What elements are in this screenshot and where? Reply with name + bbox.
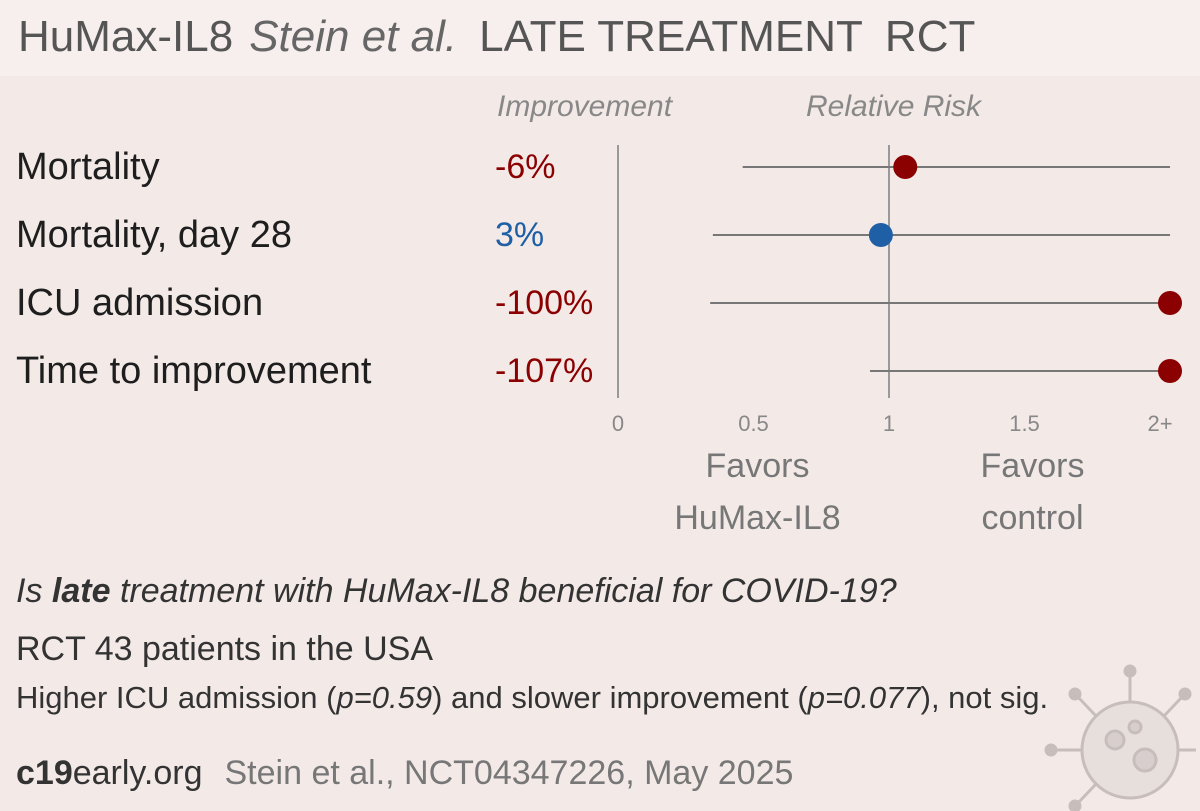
improvement-column-header: Improvement [497, 90, 673, 123]
x-tick-label: 0.5 [738, 411, 769, 436]
footer: c19early.org Stein et al., NCT04347226, M… [16, 754, 793, 793]
title-drug: HuMax-IL8 [18, 12, 234, 61]
favors-treatment-label: Favors HuMax-IL8 [650, 440, 865, 544]
outcome-label-mortality-day-28: Mortality, day 28 [16, 214, 292, 256]
forest-plot: 0 0.5 1 1.5 2+ [612, 145, 1182, 436]
title-authors: Stein et al. [249, 12, 458, 61]
page-title: HuMax-IL8 Stein et al. LATE TREATMENT RCT [18, 12, 975, 62]
x-tick-label: 1.5 [1009, 411, 1040, 436]
outcome-label-icu-admission: ICU admission [16, 282, 264, 324]
question-post: treatment with HuMax-IL8 beneficial for … [110, 572, 897, 610]
point-estimate [1158, 291, 1182, 315]
result-p-value-2: p=0.077 [807, 680, 921, 715]
title-bar [0, 0, 1200, 76]
title-design: RCT [884, 12, 976, 61]
favors-treatment-line-1: Favors [705, 447, 810, 485]
improvement-value-mortality-day-28: 3% [495, 216, 545, 254]
study-design-line: RCT 43 patients in the USA [16, 630, 434, 668]
x-tick-label: 2+ [1147, 411, 1172, 436]
outcome-label-mortality: Mortality [16, 146, 160, 188]
improvement-value-mortality: -6% [495, 148, 556, 186]
favors-control-line-1: Favors [980, 447, 1085, 485]
summary-question: Is late treatment with HuMax-IL8 benefic… [16, 572, 897, 611]
result-part-c: ), not sig. [920, 680, 1049, 715]
outcome-label-time-to-improvement: Time to improvement [16, 350, 372, 392]
favors-control-line-2: control [981, 499, 1084, 537]
x-tick-label: 1 [883, 411, 895, 436]
title-stage: LATE TREATMENT [479, 12, 863, 61]
result-line: Higher ICU admission (p=0.59) and slower… [16, 680, 1048, 716]
result-p-value-1: p=0.59 [336, 680, 433, 715]
question-bold: late [51, 572, 111, 610]
question-pre: Is [16, 572, 52, 610]
favors-treatment-line-2: HuMax-IL8 [674, 499, 841, 537]
point-estimate [868, 223, 893, 247]
result-part-a: Higher ICU admission ( [16, 680, 337, 715]
virus-icon [1044, 664, 1196, 811]
x-tick-label: 0 [612, 411, 624, 436]
site-name-rest[interactable]: early.org [72, 754, 203, 792]
point-estimate [1158, 359, 1182, 383]
site-name-bold[interactable]: c19 [16, 754, 73, 792]
point-estimate [893, 155, 918, 179]
relative-risk-column-header: Relative Risk [806, 90, 982, 123]
favors-control-label: Favors control [930, 440, 1135, 544]
citation: Stein et al., NCT04347226, May 2025 [224, 754, 794, 792]
improvement-value-time-to-improvement: -107% [495, 352, 594, 390]
improvement-value-icu-admission: -100% [495, 284, 594, 322]
result-part-b: ) and slower improvement ( [432, 680, 808, 715]
